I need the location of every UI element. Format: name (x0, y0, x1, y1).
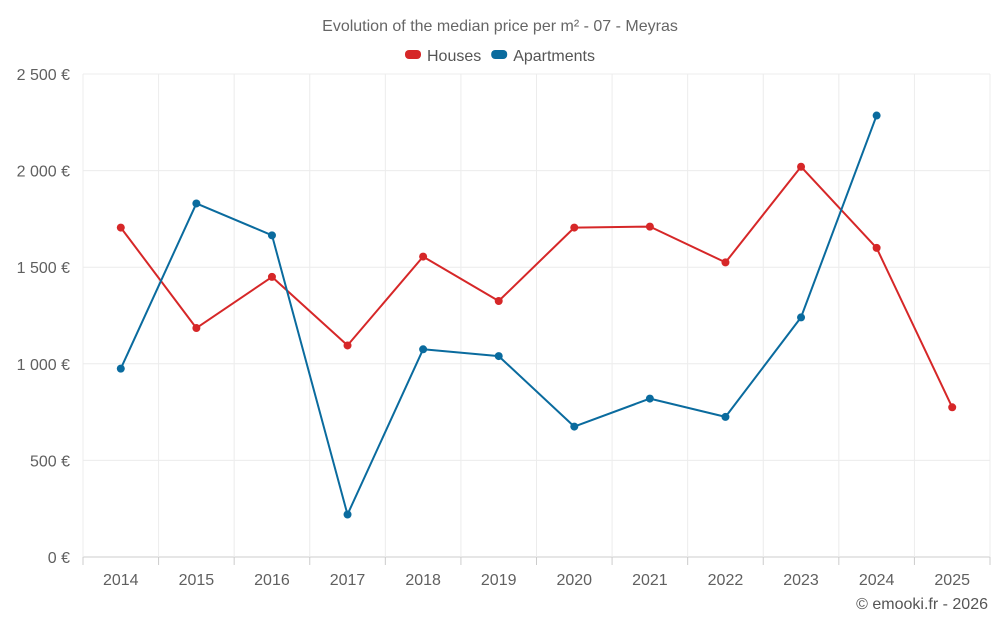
x-tick-label: 2022 (708, 572, 744, 589)
data-point-apartments[interactable] (419, 345, 428, 354)
data-point-houses[interactable] (116, 223, 125, 232)
legend-label-apartments: Apartments (513, 48, 595, 65)
data-point-houses[interactable] (343, 341, 352, 350)
x-tick-label: 2021 (632, 572, 668, 589)
y-tick-label: 2 000 € (17, 164, 70, 181)
data-point-houses[interactable] (419, 252, 428, 261)
y-tick-label: 0 € (48, 550, 70, 567)
credit-label: © emooki.fr - 2026 (856, 596, 988, 613)
x-tick-label: 2018 (405, 572, 441, 589)
grid (82, 73, 991, 558)
y-tick-label: 1 000 € (17, 357, 70, 374)
data-point-apartments[interactable] (267, 231, 276, 240)
legend: Houses Apartments (405, 48, 595, 65)
data-point-houses[interactable] (570, 223, 579, 232)
series-line-houses (119, 165, 954, 409)
data-point-apartments[interactable] (645, 394, 654, 403)
x-tick-label: 2015 (179, 572, 215, 589)
data-point-houses[interactable] (872, 243, 881, 252)
y-tick-label: 500 € (30, 453, 70, 470)
data-point-apartments[interactable] (116, 364, 125, 373)
legend-swatch-apartments (491, 50, 508, 59)
y-tick-label: 2 500 € (17, 67, 70, 84)
chart-title: Evolution of the median price per m² - 0… (322, 18, 678, 35)
data-point-houses[interactable] (267, 272, 276, 281)
data-point-apartments[interactable] (570, 422, 579, 431)
data-point-apartments[interactable] (343, 510, 352, 519)
x-tick-label: 2019 (481, 572, 517, 589)
x-tick-label: 2023 (783, 572, 819, 589)
data-point-houses[interactable] (494, 297, 503, 306)
x-tick-label: 2025 (934, 572, 970, 589)
data-point-apartments[interactable] (872, 111, 881, 120)
data-point-apartments[interactable] (797, 313, 806, 322)
data-point-apartments[interactable] (192, 199, 201, 208)
data-point-apartments[interactable] (721, 412, 730, 421)
x-tick-label: 2024 (859, 572, 895, 589)
data-point-apartments[interactable] (494, 352, 503, 361)
series-layer (116, 111, 957, 519)
legend-swatch-houses (405, 50, 421, 59)
x-tick-label: 2017 (330, 572, 366, 589)
y-axis: 0 € 500 € 1 000 € 1 500 € 2 000 € 2 500 € (17, 67, 70, 567)
x-tick-label: 2014 (103, 572, 139, 589)
x-axis: 2014 2015 2016 2017 2018 2019 2020 2021 2022 2023… (82, 557, 991, 589)
data-point-houses[interactable] (721, 258, 730, 267)
data-point-houses[interactable] (645, 222, 654, 231)
data-point-houses[interactable] (948, 403, 957, 412)
x-tick-label: 2020 (556, 572, 592, 589)
data-point-houses[interactable] (797, 162, 806, 171)
legend-item-houses[interactable]: Houses (405, 48, 481, 65)
y-tick-label: 1 500 € (17, 260, 70, 277)
legend-label-houses: Houses (427, 48, 481, 65)
x-tick-label: 2016 (254, 572, 290, 589)
data-point-houses[interactable] (192, 324, 201, 333)
legend-item-apartments[interactable]: Apartments (491, 48, 595, 65)
